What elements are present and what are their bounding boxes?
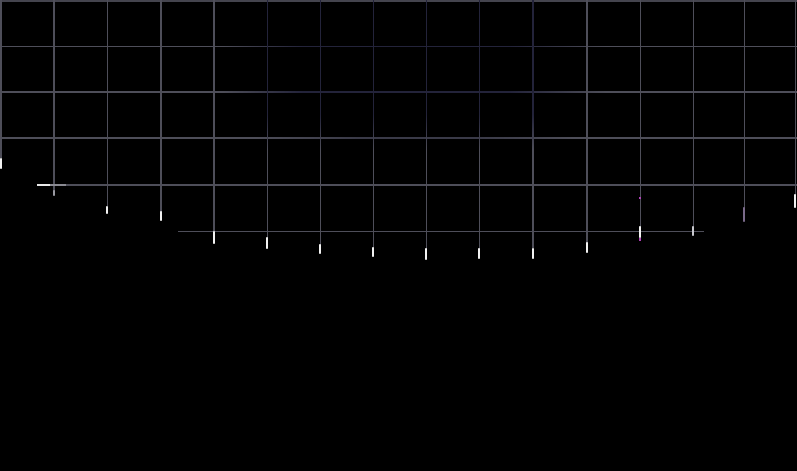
noise-speck [638, 196, 641, 199]
grid-line-vertical [0, 0, 2, 158]
line-lead-dash [37, 183, 50, 186]
line-lead-dash [50, 184, 66, 186]
data-point-marker [425, 248, 428, 260]
data-point-marker [319, 244, 322, 254]
data-point-marker [692, 226, 695, 236]
grid-line-horizontal [0, 137, 797, 139]
grid-line-horizontal [0, 91, 797, 93]
data-point-marker [585, 242, 588, 253]
grid-line-horizontal [178, 230, 704, 232]
grid-line-vertical [532, 0, 534, 248]
data-point-marker [159, 211, 162, 221]
grid-line-vertical [478, 0, 480, 249]
data-point-marker [0, 158, 2, 169]
grid-line-horizontal [0, 45, 797, 47]
grid-line-vertical [319, 0, 321, 245]
grid-line-vertical [213, 0, 215, 232]
data-point-marker [478, 248, 481, 259]
data-point-marker [52, 190, 55, 196]
data-point-marker [106, 206, 109, 214]
noise-speck [638, 238, 641, 241]
grid-line-vertical [106, 0, 108, 206]
data-point-marker [372, 247, 375, 257]
grid-line-vertical [586, 0, 588, 243]
grid-line-vertical [160, 0, 162, 212]
grid-line-horizontal [37, 184, 797, 186]
grid-line-horizontal [0, 0, 797, 2]
grid-line-vertical [53, 0, 55, 195]
data-point-marker [639, 226, 642, 238]
grid-line-vertical [425, 0, 427, 249]
data-point-marker [212, 231, 215, 244]
data-point-marker [743, 207, 746, 222]
grid-line-vertical [692, 0, 694, 227]
grid-line-vertical [794, 0, 796, 195]
data-point-marker [531, 248, 534, 259]
data-point-marker [794, 194, 797, 208]
grid-line-vertical [372, 0, 374, 248]
data-point-marker [266, 237, 269, 249]
grid-line-vertical [639, 0, 641, 227]
grid-line-vertical [266, 0, 268, 238]
grid-line-vertical [743, 0, 745, 208]
